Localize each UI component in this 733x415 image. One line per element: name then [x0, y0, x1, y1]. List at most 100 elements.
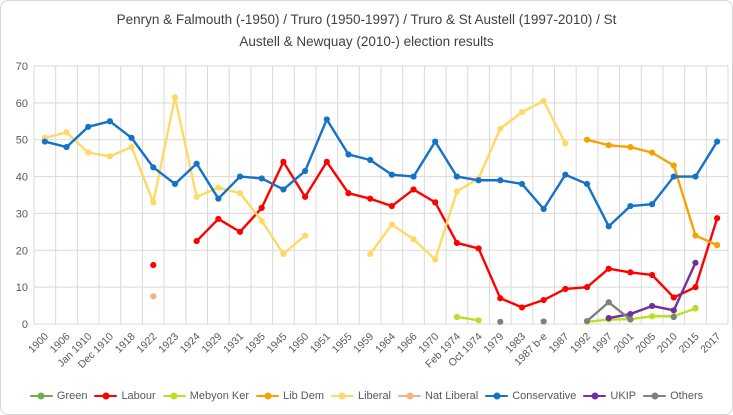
- x-axis-tick-label: 1945: [265, 331, 290, 356]
- series-point-liberal: [540, 97, 547, 105]
- series-point-ukip: [648, 302, 656, 310]
- series-point-labour: [215, 215, 222, 223]
- series-point-conservative: [475, 177, 482, 184]
- series-point-lib-dem: [692, 232, 699, 239]
- legend-item-liberal: Liberal: [330, 390, 391, 402]
- series-point-mebyon-ker: [692, 305, 699, 312]
- legend-line-marker-icon: [29, 392, 53, 400]
- legend-label: Mebyon Ker: [189, 390, 250, 402]
- series-point-labour: [648, 271, 656, 279]
- y-axis-tick-label: 30: [16, 208, 28, 220]
- x-axis-tick-label: 2005: [633, 331, 658, 356]
- series-point-conservative: [280, 186, 287, 193]
- series-point-labour: [605, 265, 612, 272]
- series-line-conservative: [43, 118, 719, 228]
- series-point-ukip: [670, 307, 677, 314]
- x-axis-tick-label: 2010: [655, 331, 680, 356]
- series-point-ukip: [627, 310, 634, 318]
- legend-label: Green: [56, 390, 88, 402]
- legend-line-marker-icon: [94, 392, 118, 400]
- series-point-liberal: [388, 221, 395, 228]
- series-point-labour: [453, 239, 461, 247]
- series-point-liberal: [410, 236, 417, 243]
- series-point-conservative: [128, 134, 135, 141]
- series-point-liberal: [171, 94, 179, 101]
- series-point-labour: [670, 294, 677, 301]
- series-point-conservative: [388, 171, 395, 178]
- legend-line-marker-icon: [643, 392, 667, 400]
- series-point-mebyon-ker: [453, 313, 461, 321]
- series-point-conservative: [106, 118, 114, 125]
- x-axis-tick-label: 1979: [481, 331, 506, 356]
- series-line-mebyon-ker: [585, 307, 697, 323]
- series-point-nat-liberal: [150, 293, 157, 300]
- series-point-conservative: [453, 173, 461, 180]
- series-point-labour: [475, 245, 482, 252]
- series-point-labour: [692, 284, 699, 291]
- series-point-conservative: [540, 205, 547, 213]
- series-point-liberal: [432, 256, 439, 263]
- series-point-conservative: [583, 180, 591, 188]
- legend-dot-icon: [102, 392, 110, 400]
- series-point-others: [605, 299, 612, 306]
- series-point-mebyon-ker: [648, 313, 656, 320]
- legend-line-marker-icon: [256, 392, 280, 400]
- legend-line-marker-icon: [398, 392, 422, 400]
- legend-dot-icon: [170, 392, 178, 400]
- series-point-liberal: [63, 129, 70, 136]
- legend-label: Conservative: [512, 390, 577, 402]
- x-axis-tick-label: 1935: [243, 331, 268, 356]
- x-axis-tick-label: 1929: [199, 331, 224, 356]
- x-axis-tick-label: 2015: [677, 331, 702, 356]
- series-point-conservative: [562, 171, 569, 178]
- series-point-labour: [388, 202, 395, 210]
- series-point-lib-dem: [583, 136, 591, 143]
- series-point-conservative: [41, 138, 48, 145]
- series-point-liberal: [280, 250, 287, 258]
- legend-line-marker-icon: [330, 392, 354, 400]
- series-line-labour: [195, 160, 719, 309]
- series-point-lib-dem: [714, 242, 721, 249]
- series-point-conservative: [410, 173, 417, 180]
- x-axis-tick-label: 1997: [590, 331, 615, 356]
- legend-dot-icon: [37, 392, 45, 400]
- series-point-labour: [150, 261, 157, 269]
- x-axis-tick-label: 1931: [221, 331, 246, 356]
- legend-dot-icon: [591, 392, 599, 400]
- series-point-conservative: [345, 151, 352, 158]
- series-point-others: [540, 318, 547, 325]
- legend-label: Lib Dem: [283, 390, 324, 402]
- legend-item-labour: Labour: [94, 390, 156, 402]
- legend-line-marker-icon: [583, 392, 607, 400]
- x-axis-tick-label: 2017: [698, 331, 723, 356]
- series-point-labour: [236, 228, 244, 235]
- series-point-labour: [280, 158, 287, 165]
- series-point-liberal: [301, 232, 309, 239]
- series-point-conservative: [193, 160, 200, 167]
- chart-title-line2: Austell & Newquay (2010-) election resul…: [239, 33, 494, 49]
- x-axis-tick-label: 1923: [156, 331, 181, 356]
- series-point-others: [497, 318, 504, 325]
- series-point-labour: [345, 190, 352, 197]
- series-point-others: [583, 317, 591, 325]
- series-point-labour: [627, 269, 634, 276]
- series-point-liberal: [215, 184, 222, 191]
- series-point-conservative: [258, 175, 265, 182]
- legend-item-green: Green: [29, 390, 88, 402]
- legend-item-nat-liberal: Nat Liberal: [398, 390, 478, 402]
- x-axis-tick-label: 1955: [330, 331, 355, 356]
- series-point-labour: [323, 158, 330, 165]
- series-line-liberal: [368, 99, 567, 261]
- series-point-labour: [258, 204, 265, 211]
- series-point-conservative: [714, 138, 721, 145]
- series-point-liberal: [193, 193, 200, 200]
- series-point-conservative: [150, 164, 157, 171]
- series-point-labour: [583, 284, 591, 291]
- series-point-conservative: [432, 138, 439, 145]
- series-point-conservative: [692, 173, 699, 180]
- series-point-liberal: [128, 143, 135, 151]
- series-point-conservative: [301, 167, 309, 175]
- series-point-conservative: [171, 180, 179, 188]
- y-axis-tick-label: 40: [16, 172, 28, 184]
